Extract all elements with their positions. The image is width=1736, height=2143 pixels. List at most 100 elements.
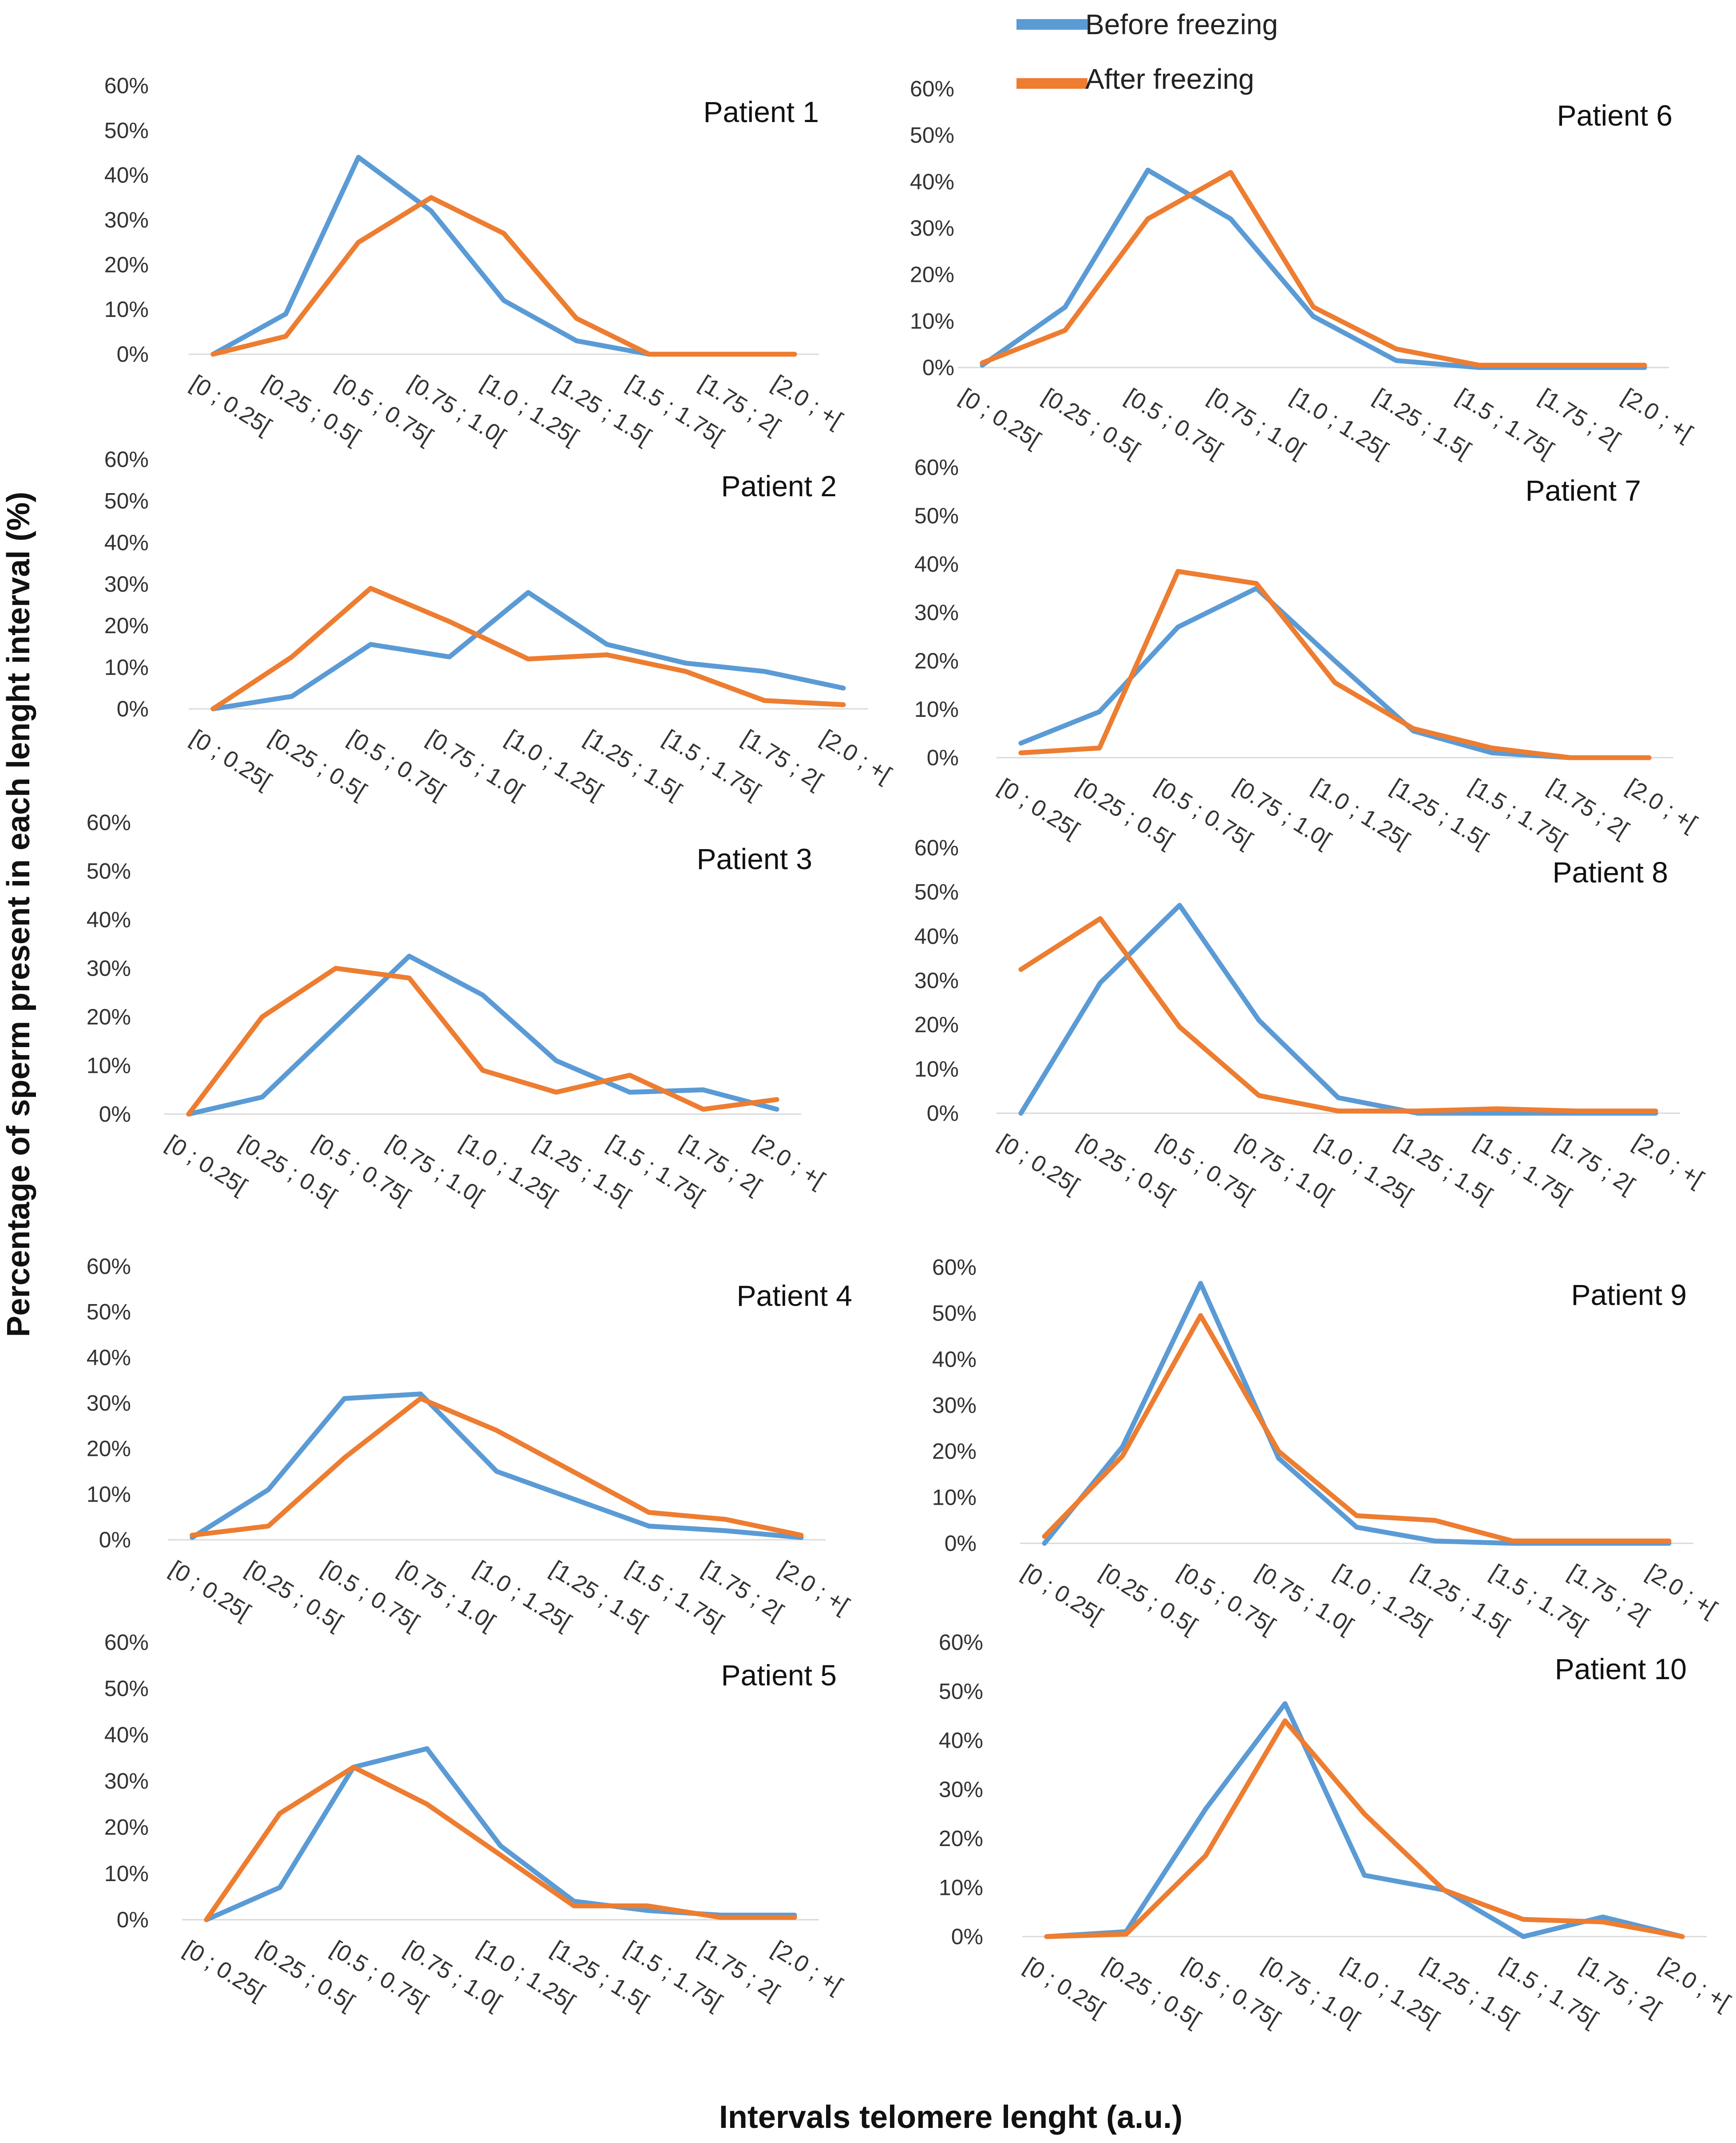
y-tick-label: 0%: [117, 696, 149, 721]
y-tick-label: 40%: [914, 924, 959, 949]
x-tick-label: [2.0 ; +[: [1629, 1129, 1708, 1192]
series-line-after-freezing: [210, 585, 846, 712]
series-line-after-freezing: [1018, 916, 1658, 1114]
y-tick-label: 40%: [87, 1345, 131, 1370]
x-tick-label: [2.0 ; +[: [774, 1556, 854, 1619]
y-tick-label: 20%: [104, 613, 149, 638]
x-tick-label: [0 ; 0.25[: [186, 725, 276, 795]
y-tick-label: 0%: [99, 1527, 131, 1552]
y-tick-label: 50%: [104, 1676, 149, 1701]
chart-panel-patient-9: Patient 9 0% 10% 20% 30% 40% 50% 60% [0 ; 0.25[[…: [932, 1255, 1721, 1639]
series-line-after-freezing: [186, 966, 779, 1117]
panel-title: Patient 5: [721, 1659, 837, 1692]
y-tick-label: 40%: [104, 163, 149, 188]
y-tick-label: 60%: [104, 447, 149, 472]
y-tick-label: 20%: [104, 252, 149, 277]
y-tick-label: 50%: [932, 1301, 977, 1326]
y-tick-label: 20%: [87, 1004, 131, 1029]
y-tick-label: 30%: [914, 600, 959, 625]
chart-panel-patient-5: Patient 50%10%20%30%40%50%60%[0 ; 0.25[[…: [104, 1630, 847, 2016]
chart-panel-patient-3: Patient 30%10%20%30%40%50%60%[0 ; 0.25[[…: [87, 810, 829, 1210]
y-tick-label: 10%: [104, 297, 149, 322]
panel-title: Patient 3: [696, 842, 812, 875]
chart-panel-patient-10: Patient 10 0% 10% 20% 30% 40% 50% 60% [0 ; 0.25[…: [939, 1630, 1735, 2032]
y-tick-label: 0%: [922, 355, 954, 380]
series-line-before-freezing: [204, 1746, 797, 1922]
x-tick-label: [2.0 ; +[: [816, 725, 896, 788]
x-tick-label: [0 ; 0.25[: [994, 1129, 1084, 1199]
y-tick-label: 30%: [104, 572, 149, 597]
y-tick-label: 0%: [951, 1924, 983, 1949]
chart-panel-patient-7: Patient 7 0% 10% 20% 30% 40% 50% 60% [0 ; 0.25[[…: [914, 455, 1701, 854]
chart-panel-patient-1: Patient 10%10%20%30%40%50%60%[0 ; 0.25[[…: [104, 73, 847, 450]
y-tick-label: 40%: [910, 169, 954, 194]
panel-title: Patient 2: [721, 470, 837, 502]
series-line-before-freezing: [1018, 586, 1652, 760]
y-tick-label: 60%: [104, 73, 149, 98]
y-tick-label: 0%: [927, 745, 959, 770]
panel-title: Patient 4: [736, 1279, 852, 1312]
y-tick-label: 30%: [910, 216, 954, 241]
chart-panel-patient-8: Patient 8 0% 10% 20% 30% 40% 50% 60% [0 ; 0.25[[…: [914, 835, 1708, 1209]
y-tick-label: 60%: [939, 1630, 983, 1655]
x-tick-label: [0 ; 0.25[: [165, 1556, 255, 1625]
series-line-before-freezing: [980, 167, 1647, 370]
x-tick-label: [0 ; 0.25[: [162, 1130, 252, 1200]
y-tick-label: 50%: [939, 1679, 983, 1704]
panel-title: Patient 10: [1555, 1653, 1687, 1685]
x-tick-label: [2.0 ; +[: [1622, 774, 1702, 837]
series-line-before-freezing: [190, 1392, 804, 1540]
y-tick-label: 20%: [910, 262, 954, 287]
series-line-before-freezing: [210, 590, 846, 712]
x-tick-label: [0 ; 0.25[: [1020, 1953, 1110, 2022]
series-line-before-freezing: [210, 154, 797, 357]
x-tick-label: [0 ; 0.25[: [1017, 1559, 1107, 1629]
y-tick-label: 10%: [104, 1861, 149, 1886]
y-tick-label: 10%: [104, 655, 149, 680]
series-line-before-freezing: [1042, 1281, 1672, 1546]
x-tick-label: [0 ; 0.25[: [186, 370, 276, 440]
y-tick-label: 40%: [932, 1347, 977, 1372]
series-line-before-freezing: [186, 953, 779, 1117]
y-tick-label: 20%: [932, 1439, 977, 1464]
y-tick-label: 50%: [914, 503, 959, 528]
y-tick-label: 60%: [87, 810, 131, 835]
y-tick-label: 60%: [104, 1630, 149, 1655]
y-tick-label: 0%: [945, 1531, 977, 1556]
y-tick-label: 30%: [87, 1391, 131, 1415]
y-tick-label: 30%: [104, 208, 149, 233]
y-tick-label: 20%: [104, 1815, 149, 1840]
legend-label-after: After freezing: [1085, 63, 1254, 95]
chart-panels: Patient 10%10%20%30%40%50%60%[0 ; 0.25[[…: [87, 73, 1735, 2032]
chart-panel-patient-4: Patient 4 0% 10% 20% 30% 40% 50% 60% [0 ; 0.25[[…: [87, 1254, 854, 1636]
y-tick-label: 10%: [914, 697, 959, 722]
y-tick-label: 40%: [914, 552, 959, 577]
y-tick-label: 40%: [87, 907, 131, 932]
x-tick-label: [0 ; 0.25[: [994, 774, 1084, 843]
y-tick-label: 30%: [932, 1393, 977, 1418]
x-axis-title: Intervals telomere lenght (a.u.): [719, 2100, 1182, 2135]
panel-title: Patient 8: [1552, 856, 1668, 889]
y-tick-label: 60%: [932, 1255, 977, 1280]
x-tick-label: [2.0 ; +[: [1642, 1559, 1722, 1622]
y-tick-label: 60%: [910, 76, 954, 101]
y-tick-label: 60%: [914, 835, 959, 860]
legend-swatch-before: [1016, 19, 1087, 30]
y-tick-label: 50%: [87, 1300, 131, 1325]
y-tick-label: 10%: [87, 1482, 131, 1506]
y-tick-label: 20%: [87, 1436, 131, 1461]
x-tick-label: [2.0 ; +[: [1655, 1953, 1735, 2016]
series-line-after-freezing: [980, 170, 1647, 368]
panel-title: Patient 6: [1557, 99, 1673, 132]
y-tick-label: 0%: [117, 342, 149, 367]
y-tick-label: 10%: [939, 1875, 983, 1900]
y-tick-label: 40%: [939, 1728, 983, 1753]
y-tick-label: 10%: [932, 1485, 977, 1510]
y-tick-label: 30%: [87, 956, 131, 981]
y-tick-label: 30%: [104, 1769, 149, 1794]
series-line-after-freezing: [210, 195, 797, 357]
chart-panel-patient-6: Patient 6 0% 10% 20% 30% 40% 50% 60% [0 ; 0.25[[…: [910, 76, 1697, 463]
y-tick-label: 10%: [914, 1056, 959, 1081]
y-tick-label: 10%: [87, 1053, 131, 1078]
